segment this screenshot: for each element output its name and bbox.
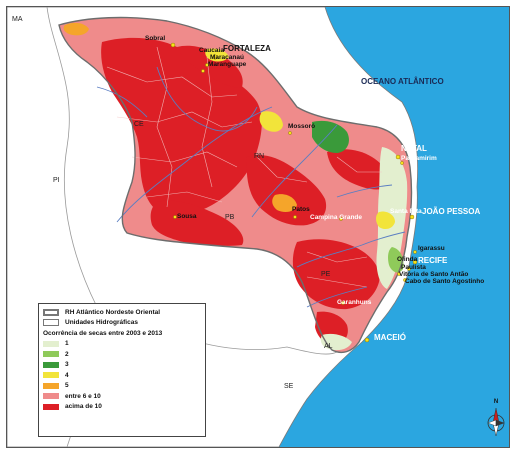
map-frame: MA CE PI RN PB PE AL SE OCEANO ATLÂNTICO… bbox=[6, 6, 510, 448]
rh-atlantico-nordeste-oriental-region bbox=[58, 16, 413, 354]
region-yellow-ceara-coast bbox=[205, 48, 229, 62]
legend-swatch bbox=[43, 372, 59, 379]
region-orange-patos bbox=[272, 194, 297, 213]
legend-row-class: 5 bbox=[43, 381, 201, 392]
city-label-caucaia: Caucaia bbox=[199, 47, 224, 54]
city-label-vitoria: Vitória de Santo Antão bbox=[399, 271, 469, 278]
legend-row-boundary: RH Atlântico Nordeste Oriental bbox=[43, 307, 201, 318]
legend-row-class: 1 bbox=[43, 339, 201, 350]
north-label: N bbox=[493, 399, 499, 405]
capital-label-fortaleza: FORTALEZA bbox=[223, 44, 271, 53]
legend-row-class: 3 bbox=[43, 360, 201, 371]
legend-title: Ocorrência de secas entre 2003 e 2013 bbox=[43, 329, 163, 337]
city-label-parnamirim: Parnamirim bbox=[401, 155, 437, 162]
map-legend: RH Atlântico Nordeste Oriental Unidades … bbox=[38, 303, 206, 437]
region-red-ceara-north bbox=[177, 45, 243, 88]
legend-swatch bbox=[43, 361, 59, 368]
region-outline bbox=[58, 16, 413, 354]
state-label-al: AL bbox=[324, 343, 333, 350]
legend-class-label: entre 6 e 10 bbox=[65, 392, 101, 400]
city-label-paulista: Paulista bbox=[401, 264, 426, 271]
legend-swatch bbox=[43, 382, 59, 389]
compass-rose-icon bbox=[487, 407, 505, 437]
legend-row-units: Unidades Hidrográficas bbox=[43, 318, 201, 329]
legend-classes: 1 2 3 4 5 entre 6 e 10 acima de 10 bbox=[43, 339, 201, 413]
ocean-label: OCEANO ATLÂNTICO bbox=[361, 77, 444, 86]
legend-swatch-units bbox=[43, 319, 59, 327]
city-label-maranguape: Maranguape bbox=[208, 61, 247, 68]
legend-class-label: 4 bbox=[65, 371, 69, 379]
legend-class-label: acima de 10 bbox=[65, 403, 102, 411]
region-red-rn-east bbox=[327, 149, 389, 190]
state-label-pb: PB bbox=[225, 214, 235, 221]
legend-row-class: entre 6 e 10 bbox=[43, 391, 201, 402]
legend-swatch bbox=[43, 393, 59, 400]
state-label-rn: RN bbox=[254, 153, 265, 160]
river-network bbox=[96, 66, 406, 308]
region-red-ceara-south bbox=[150, 200, 244, 246]
capital-label-recife: RECIFE bbox=[418, 256, 448, 265]
region-green-rn-coast bbox=[312, 120, 349, 153]
region-yellow-pb-coast bbox=[376, 211, 395, 230]
region-red-pe-agreste bbox=[292, 239, 380, 310]
unit-boundaries bbox=[106, 46, 382, 288]
legend-swatch bbox=[43, 340, 59, 347]
city-label-sobral: Sobral bbox=[145, 35, 166, 42]
legend-class-label: 2 bbox=[65, 350, 69, 358]
north-arrow: N bbox=[485, 399, 507, 439]
state-label-ce: CE bbox=[134, 121, 144, 128]
city-label-cabo: Cabo de Santo Agostinho bbox=[405, 278, 485, 285]
capital-label-maceio: MACEIÓ bbox=[374, 333, 406, 342]
state-label-se: SE bbox=[284, 383, 294, 390]
city-label-santa-rita: Santa Rita bbox=[390, 208, 422, 215]
capital-label-natal: NATAL bbox=[401, 144, 427, 153]
legend-class-label: 5 bbox=[65, 382, 69, 390]
city-label-maracanau: Maracanaú bbox=[210, 54, 244, 61]
legend-label-units: Unidades Hidrográficas bbox=[65, 319, 138, 327]
legend-swatch-boundary bbox=[43, 308, 59, 316]
city-label-igarassu: Igarassu bbox=[418, 245, 445, 252]
region-yellow-mossoro bbox=[259, 111, 283, 132]
legend-label-boundary: RH Atlântico Nordeste Oriental bbox=[65, 308, 161, 316]
capital-label-joao-pessoa: JOÃO PESSOA bbox=[422, 207, 481, 216]
city-label-garanhuns: Garanhuns bbox=[337, 299, 372, 306]
region-red-pb-interior bbox=[246, 155, 327, 226]
legend-row-class: 4 bbox=[43, 370, 201, 381]
state-label-pe: PE bbox=[321, 271, 331, 278]
city-label-campina-grande: Campina Grande bbox=[310, 214, 363, 221]
city-label-patos: Patos bbox=[292, 206, 310, 213]
legend-swatch bbox=[43, 403, 59, 410]
legend-swatch bbox=[43, 351, 59, 358]
legend-class-label: 1 bbox=[65, 340, 69, 348]
city-label-olinda: Olinda bbox=[397, 256, 418, 263]
region-green-pe-coast bbox=[388, 247, 404, 273]
legend-class-label: 3 bbox=[65, 361, 69, 369]
state-label-pi: PI bbox=[53, 177, 60, 184]
state-label-ma: MA bbox=[12, 16, 23, 23]
legend-row-class: acima de 10 bbox=[43, 402, 201, 413]
city-label-sousa: Sousa bbox=[177, 213, 197, 220]
legend-row-class: 2 bbox=[43, 349, 201, 360]
region-orange-cear-coast bbox=[63, 22, 89, 36]
city-markers bbox=[170, 42, 418, 343]
city-label-mossoro: Mossoró bbox=[288, 123, 316, 130]
